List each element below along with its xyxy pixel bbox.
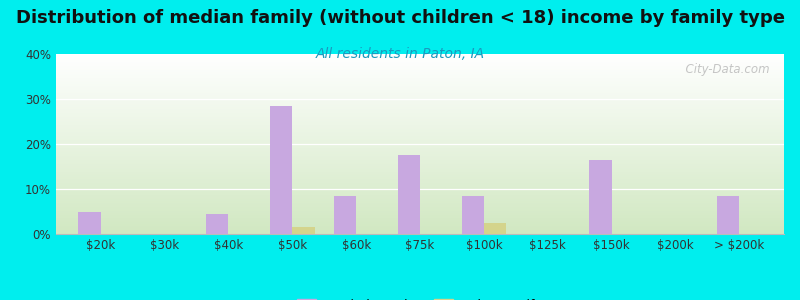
- Bar: [292, 227, 314, 234]
- Bar: [270, 106, 292, 234]
- Text: All residents in Paton, IA: All residents in Paton, IA: [315, 46, 485, 61]
- Bar: [78, 212, 101, 234]
- Bar: [484, 223, 506, 234]
- Text: Distribution of median family (without children < 18) income by family type: Distribution of median family (without c…: [15, 9, 785, 27]
- Bar: [206, 214, 229, 234]
- Bar: [717, 196, 739, 234]
- Text: City-Data.com: City-Data.com: [678, 63, 770, 76]
- Bar: [590, 160, 611, 234]
- Legend: Married couple, Male, no wife: Married couple, Male, no wife: [292, 294, 548, 300]
- Bar: [462, 196, 484, 234]
- Bar: [334, 196, 356, 234]
- Bar: [398, 155, 420, 234]
